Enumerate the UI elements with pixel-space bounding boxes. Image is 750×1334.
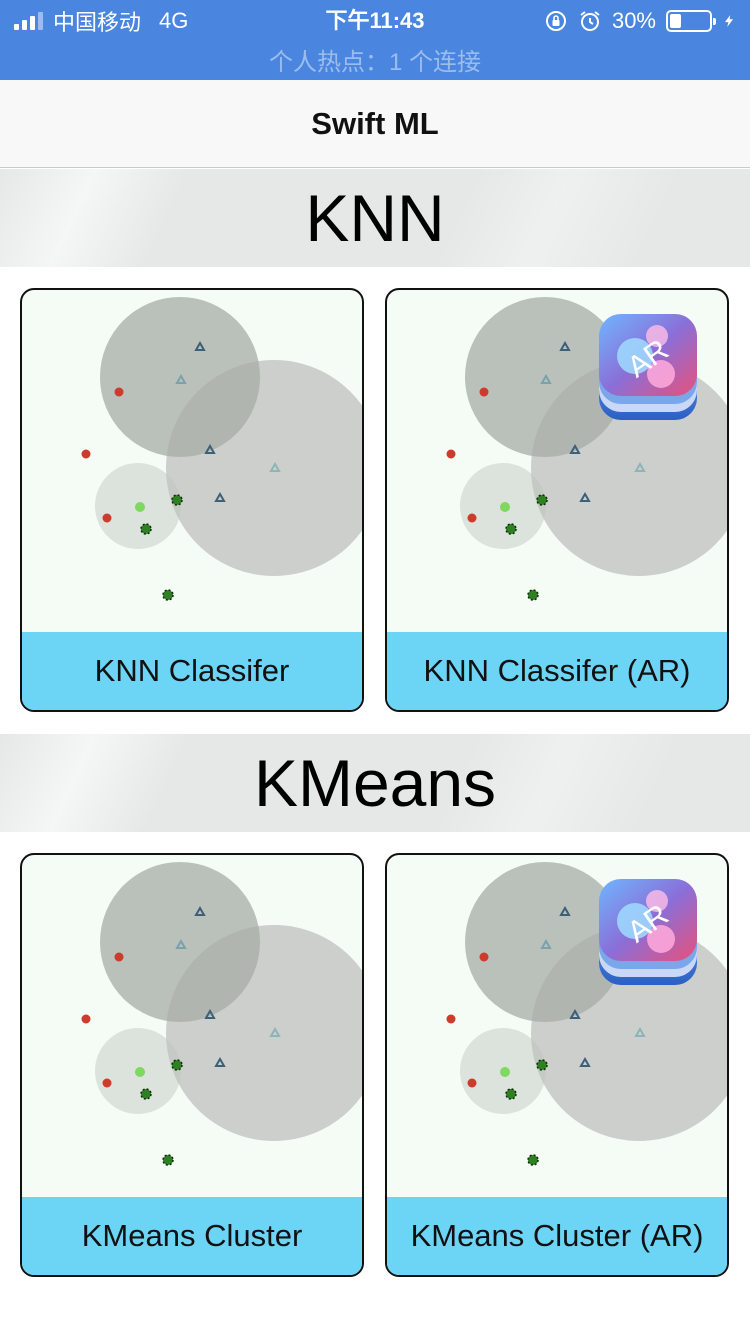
data-point: [446, 1014, 456, 1024]
card-knn-classifier[interactable]: KNN Classifer: [20, 288, 364, 712]
blue-triangles: [540, 905, 646, 1067]
card-label: KMeans Cluster (AR): [387, 1197, 727, 1275]
page-title: Swift ML: [311, 106, 439, 141]
sample-plot-image: [81, 297, 362, 601]
data-point: [102, 513, 112, 523]
blue-triangles: [175, 905, 281, 1067]
sample-plot-image: [81, 862, 362, 1166]
blue-triangles: [540, 340, 646, 502]
data-point: [479, 952, 489, 962]
data-point: [175, 373, 187, 384]
blue-triangles: [175, 340, 281, 502]
data-point: [500, 502, 510, 512]
data-point: [171, 494, 183, 506]
data-point: [446, 449, 456, 459]
data-point: [500, 1067, 510, 1077]
data-point: [214, 1056, 226, 1067]
data-point: [162, 589, 174, 601]
data-point: [579, 491, 591, 502]
data-point: [536, 1059, 548, 1071]
network-type: 4G: [159, 8, 189, 33]
data-point: [162, 1154, 174, 1166]
red-points: [446, 952, 489, 1088]
data-point: [135, 502, 145, 512]
data-point: [269, 1026, 281, 1037]
status-left: 中国移动 4G: [14, 6, 188, 36]
data-point: [194, 905, 206, 916]
data-point: [269, 461, 281, 472]
cluster-circle: [166, 360, 362, 576]
green-points: [135, 1059, 183, 1166]
hotspot-banner[interactable]: 个人热点：1 个连接: [268, 49, 481, 76]
red-points: [81, 387, 124, 523]
data-point: [527, 589, 539, 601]
data-point: [140, 1088, 152, 1100]
data-point: [559, 340, 571, 351]
data-point: [204, 1008, 216, 1019]
red-points: [81, 952, 124, 1088]
data-point: [175, 938, 187, 949]
data-point: [540, 373, 552, 384]
data-point: [634, 1026, 646, 1037]
section-header-kmeans: KMeans: [0, 734, 750, 832]
data-point: [204, 443, 216, 454]
orientation-lock-icon: [545, 11, 566, 31]
data-point: [579, 1056, 591, 1067]
data-point: [81, 1014, 91, 1024]
data-point: [467, 513, 477, 523]
data-point: [540, 938, 552, 949]
charging-icon: [724, 15, 734, 27]
data-point: [114, 952, 124, 962]
data-point: [527, 1154, 539, 1166]
data-point: [569, 1008, 581, 1019]
status-bar: 中国移动 4G 下午11:43 30% 个人热点：1 个连接: [0, 0, 750, 80]
cluster-circle: [166, 925, 362, 1141]
card-kmeans-cluster-ar[interactable]: KMeans Cluster (AR) AR: [385, 853, 729, 1277]
arkit-icon: AR: [599, 879, 697, 985]
alarm-icon: [580, 11, 600, 31]
data-point: [194, 340, 206, 351]
carrier-name: 中国移动: [53, 10, 142, 35]
green-points: [500, 1059, 548, 1166]
green-points: [135, 494, 183, 601]
section-header-knn: KNN: [0, 169, 750, 267]
card-knn-classifier-ar[interactable]: KNN Classifer (AR) AR: [385, 288, 729, 712]
data-point: [569, 443, 581, 454]
battery-icon: [666, 10, 716, 32]
data-point: [140, 523, 152, 535]
card-label: KNN Classifer (AR): [387, 632, 727, 710]
status-right: 30%: [544, 6, 736, 36]
card-kmeans-cluster[interactable]: KMeans Cluster: [20, 853, 364, 1277]
card-label: KNN Classifer: [22, 632, 362, 710]
data-point: [505, 1088, 517, 1100]
data-point: [114, 387, 124, 397]
data-point: [559, 905, 571, 916]
data-point: [135, 1067, 145, 1077]
data-point: [81, 449, 91, 459]
green-points: [500, 494, 548, 601]
signal-icon: [14, 12, 43, 30]
navigation-bar: Swift ML: [0, 80, 750, 168]
data-point: [536, 494, 548, 506]
data-point: [479, 387, 489, 397]
battery-percent: 30%: [611, 8, 656, 33]
data-point: [467, 1078, 477, 1088]
arkit-icon: AR: [599, 314, 697, 420]
data-point: [634, 461, 646, 472]
data-point: [214, 491, 226, 502]
data-point: [171, 1059, 183, 1071]
data-point: [505, 523, 517, 535]
card-label: KMeans Cluster: [22, 1197, 362, 1275]
red-points: [446, 387, 489, 523]
data-point: [102, 1078, 112, 1088]
